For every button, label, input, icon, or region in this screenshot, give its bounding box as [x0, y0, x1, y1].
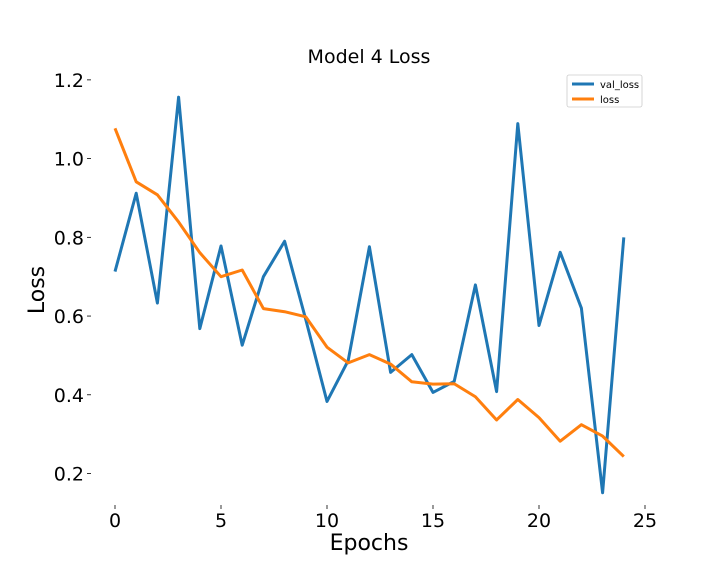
series-line-val-loss — [113, 95, 626, 495]
y-tick-label: 0.6 — [54, 306, 84, 328]
x-axis-label: Epochs — [330, 531, 409, 556]
y-tick-label: 0.2 — [54, 464, 84, 486]
y-tick-label: 1.0 — [54, 149, 84, 171]
y-tick-label: 0.8 — [54, 227, 84, 249]
x-tick-label: 15 — [421, 510, 445, 532]
series-line-loss — [113, 127, 625, 458]
y-axis-label: Loss — [25, 266, 50, 314]
y-tick-label: 0.4 — [54, 385, 84, 407]
x-tick-label: 5 — [215, 510, 227, 532]
series-layer — [113, 95, 626, 495]
x-tick-label: 20 — [527, 510, 551, 532]
x-tick-label: 0 — [109, 510, 121, 532]
x-tick-label: 25 — [633, 510, 657, 532]
chart-title: Model 4 Loss — [308, 46, 431, 68]
x-axis: 0 5 10 15 20 25 — [109, 505, 657, 532]
legend-label: loss — [600, 95, 619, 106]
legend-label: val_loss — [600, 80, 639, 91]
y-axis: 0.2 0.4 0.6 0.8 1.0 1.2 — [54, 70, 91, 486]
y-tick-label: 1.2 — [54, 70, 84, 92]
x-tick-label: 10 — [315, 510, 339, 532]
